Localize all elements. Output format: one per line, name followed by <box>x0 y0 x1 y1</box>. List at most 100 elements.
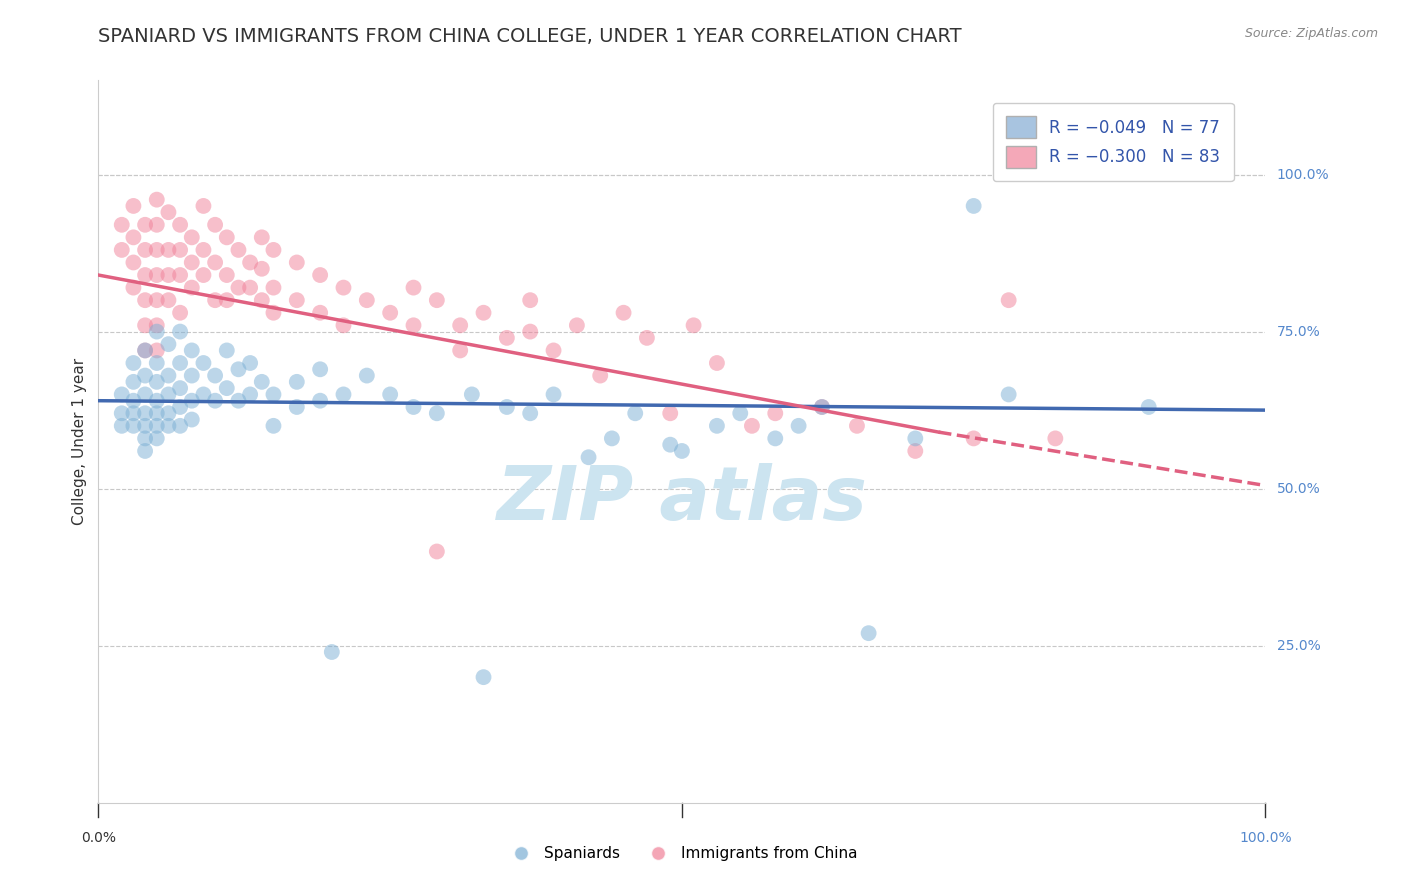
Point <box>332 387 354 401</box>
Point <box>228 280 250 294</box>
Point <box>169 243 191 257</box>
Point <box>636 331 658 345</box>
Point <box>730 406 752 420</box>
Point <box>204 255 226 269</box>
Point <box>763 431 786 445</box>
Point <box>239 255 262 269</box>
Point <box>228 393 250 408</box>
Point <box>134 343 156 358</box>
Point <box>122 255 145 269</box>
Point <box>134 293 156 308</box>
Point <box>193 356 215 370</box>
Point <box>426 544 449 558</box>
Point <box>157 268 180 282</box>
Point <box>134 444 156 458</box>
Point <box>285 293 308 308</box>
Point <box>811 400 834 414</box>
Point <box>122 356 145 370</box>
Point <box>741 418 763 433</box>
Point <box>122 393 145 408</box>
Point <box>157 387 180 401</box>
Point <box>169 356 191 370</box>
Point <box>134 368 156 383</box>
Point <box>146 431 169 445</box>
Point <box>519 406 541 420</box>
Text: ZIP atlas: ZIP atlas <box>496 463 868 536</box>
Point <box>180 368 202 383</box>
Point <box>228 362 250 376</box>
Point <box>659 438 682 452</box>
Point <box>169 218 191 232</box>
Point <box>426 406 449 420</box>
Point <box>402 318 425 333</box>
Point <box>146 268 169 282</box>
Point <box>157 293 180 308</box>
Point <box>250 261 273 276</box>
Text: SPANIARD VS IMMIGRANTS FROM CHINA COLLEGE, UNDER 1 YEAR CORRELATION CHART: SPANIARD VS IMMIGRANTS FROM CHINA COLLEG… <box>98 27 962 45</box>
Point <box>157 243 180 257</box>
Point <box>239 387 262 401</box>
Point <box>309 268 332 282</box>
Point <box>449 343 471 358</box>
Point <box>659 406 682 420</box>
Point <box>858 626 880 640</box>
Point <box>262 306 284 320</box>
Point <box>309 393 332 408</box>
Point <box>380 306 402 320</box>
Point <box>146 318 169 333</box>
Point <box>122 406 145 420</box>
Point <box>811 400 834 414</box>
Text: 75.0%: 75.0% <box>1277 325 1320 339</box>
Point <box>180 280 202 294</box>
Point <box>180 343 202 358</box>
Point <box>624 406 647 420</box>
Point <box>285 375 308 389</box>
Point <box>180 230 202 244</box>
Point <box>134 418 156 433</box>
Point <box>146 325 169 339</box>
Point <box>215 268 238 282</box>
Point <box>543 387 565 401</box>
Point <box>111 243 134 257</box>
Point <box>169 306 191 320</box>
Point <box>146 356 169 370</box>
Point <box>496 400 519 414</box>
Point <box>402 400 425 414</box>
Point <box>613 306 636 320</box>
Text: 50.0%: 50.0% <box>1277 482 1320 496</box>
Legend: Spaniards, Immigrants from China: Spaniards, Immigrants from China <box>501 840 863 867</box>
Point <box>215 293 238 308</box>
Point <box>157 406 180 420</box>
Text: 25.0%: 25.0% <box>1277 639 1320 653</box>
Text: 0.0%: 0.0% <box>82 830 115 845</box>
Point <box>763 406 786 420</box>
Point <box>250 375 273 389</box>
Point <box>134 318 156 333</box>
Point <box>193 243 215 257</box>
Point <box>332 318 354 333</box>
Point <box>193 268 215 282</box>
Point <box>543 343 565 358</box>
Point <box>122 280 145 294</box>
Point <box>134 343 156 358</box>
Point <box>250 293 273 308</box>
Point <box>146 406 169 420</box>
Point <box>146 393 169 408</box>
Point <box>285 255 308 269</box>
Point <box>472 670 495 684</box>
Point <box>285 400 308 414</box>
Point <box>671 444 693 458</box>
Point <box>169 381 191 395</box>
Point <box>122 418 145 433</box>
Point <box>402 280 425 294</box>
Point <box>589 368 612 383</box>
Point <box>204 218 226 232</box>
Point <box>332 280 354 294</box>
Point <box>321 645 343 659</box>
Point <box>215 381 238 395</box>
Point <box>169 418 191 433</box>
Text: Source: ZipAtlas.com: Source: ZipAtlas.com <box>1244 27 1378 40</box>
Point <box>157 337 180 351</box>
Point <box>146 243 169 257</box>
Point <box>134 218 156 232</box>
